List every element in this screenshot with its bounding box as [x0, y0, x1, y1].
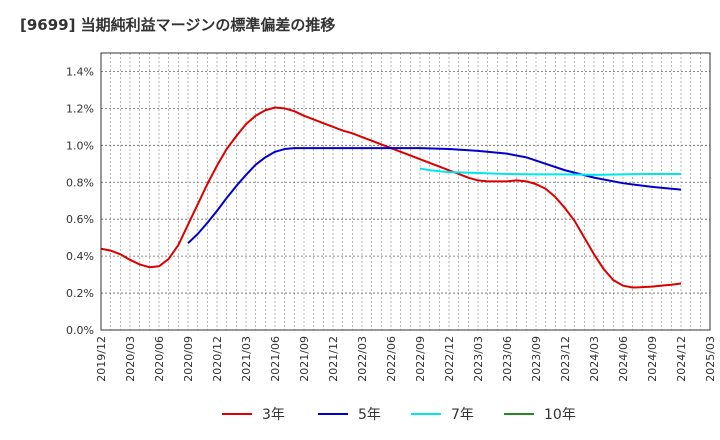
x-tick-label: 2020/06	[153, 336, 166, 382]
legend-label: 10年	[544, 407, 576, 423]
x-tick-labels: 2019/12 2020/03 2020/06 2020/09 2020/12 2021/…	[95, 336, 717, 382]
plot-area	[101, 53, 710, 330]
chart-title: [9699] 当期純利益マージンの標準偏差の推移	[20, 16, 336, 34]
y-tick-label: 0.6%	[66, 213, 94, 226]
y-tick-label: 0.8%	[66, 176, 94, 189]
x-tick-label: 2022/12	[443, 336, 456, 382]
y-tick-labels: 0.0% 0.2% 0.4% 0.6% 0.8% 1.0% 1.2% 1.4%	[66, 65, 94, 337]
x-tick-label: 2023/03	[472, 336, 485, 382]
series-line-3	[419, 167, 681, 176]
x-tick-label: 2024/12	[675, 336, 688, 382]
y-tick-label: 0.2%	[66, 287, 94, 300]
x-tick-label: 2024/06	[617, 336, 630, 382]
x-tick-label: 2020/12	[211, 336, 224, 382]
axes	[100, 52, 711, 331]
x-tick-label: 2025/03	[704, 336, 717, 382]
x-tick-label: 2023/12	[559, 336, 572, 382]
x-tick-label: 2021/12	[327, 336, 340, 382]
x-tick-label: 2021/03	[240, 336, 253, 382]
y-tick-label: 1.4%	[66, 65, 94, 78]
legend: 3年 5年 7年 10年	[222, 407, 576, 423]
x-tick-label: 2020/09	[182, 336, 195, 382]
x-tick-label: 2024/03	[588, 336, 601, 382]
x-tick-label: 2022/09	[414, 336, 427, 382]
x-tick-label: 2019/12	[95, 336, 108, 382]
x-tick-label: 2023/06	[501, 336, 514, 382]
x-tick-label: 2022/06	[385, 336, 398, 382]
x-tick-label: 2024/09	[646, 336, 659, 382]
plot-frame	[100, 52, 711, 331]
grid-lines	[101, 53, 710, 330]
series-lines	[100, 106, 682, 289]
legend-label: 5年	[358, 407, 381, 423]
y-tick-label: 1.2%	[66, 102, 94, 115]
series-line-2	[187, 147, 682, 244]
x-tick-label: 2021/06	[269, 336, 282, 382]
x-tick-label: 2023/09	[530, 336, 543, 382]
legend-label: 3年	[262, 407, 285, 423]
y-tick-label: 0.4%	[66, 250, 94, 263]
y-tick-label: 0.0%	[66, 324, 94, 337]
plot-background	[101, 53, 710, 330]
x-tick-label: 2020/03	[124, 336, 137, 382]
x-tick-label: 2022/03	[356, 336, 369, 382]
y-tick-label: 1.0%	[66, 139, 94, 152]
x-tick-label: 2021/09	[298, 336, 311, 382]
legend-label: 7年	[451, 407, 474, 423]
